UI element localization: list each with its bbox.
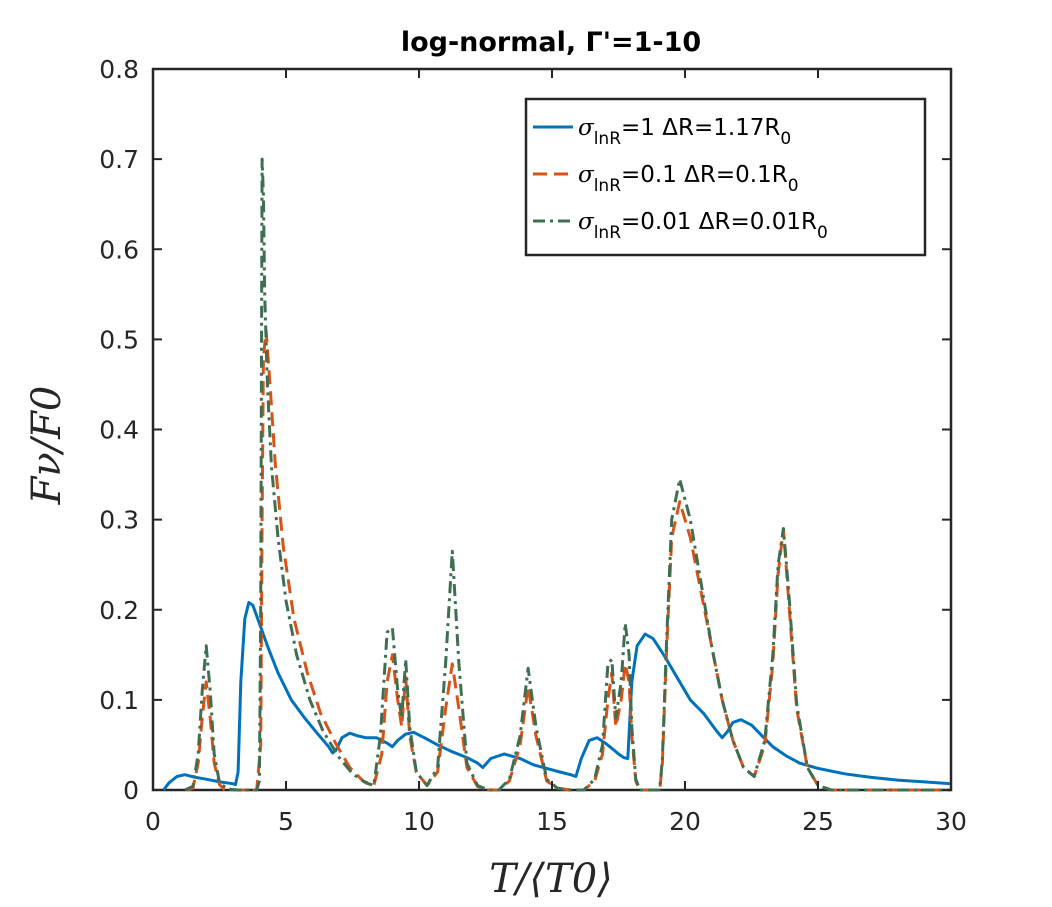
legend: σlnR=1 ΔR=1.17R0 σlnR=0.1 ΔR=0.1R0 σlnR=0.… <box>524 97 927 257</box>
legend-entry-2: σlnR=0.1 ΔR=0.1R0 <box>578 162 799 196</box>
x-tick-label: 30 <box>935 807 967 836</box>
legend-box <box>524 97 927 257</box>
y-tick-label: 0.7 <box>99 145 139 174</box>
series-layer <box>162 157 952 792</box>
x-tick-label: 0 <box>145 807 161 836</box>
legend-entry-1: σlnR=1 ΔR=1.17R0 <box>578 115 791 149</box>
y-axis-label-text: Fν/F0 <box>24 386 70 506</box>
x-tick-label: 5 <box>278 807 294 836</box>
x-axis-label: T/⟨T0⟩ <box>489 856 613 902</box>
y-tick-label: 0.1 <box>99 686 139 715</box>
series-line-3 <box>184 157 951 792</box>
y-tick-label: 0.6 <box>99 235 139 264</box>
chart-title: log-normal, Γ'=1-10 <box>401 27 701 58</box>
x-tick-label: 15 <box>536 807 568 836</box>
x-tick-label: 25 <box>802 807 834 836</box>
tick-marks <box>152 68 952 791</box>
legend-entry-3: σlnR=0.01 ΔR=0.01R0 <box>578 209 828 243</box>
y-tick-label: 0.2 <box>99 596 139 625</box>
series-line-1 <box>162 601 952 791</box>
y-tick-label: 0.3 <box>99 506 139 535</box>
y-tick-label: 0.8 <box>99 55 139 84</box>
x-tick-label: 10 <box>403 807 435 836</box>
x-tick-label: 20 <box>669 807 701 836</box>
x-axis-label-text: T/⟨T0⟩ <box>489 856 613 902</box>
y-tick-label: 0.4 <box>99 416 139 445</box>
x-tick-labels: 0 5 10 15 20 25 30 <box>145 807 967 836</box>
y-tick-label: 0.5 <box>99 325 139 354</box>
y-tick-label: 0 <box>123 776 139 805</box>
y-axis-label: Fν/F0 <box>24 386 70 506</box>
y-tick-labels: 0 0.1 0.2 0.3 0.4 0.5 0.6 0.7 0.8 <box>99 55 139 805</box>
